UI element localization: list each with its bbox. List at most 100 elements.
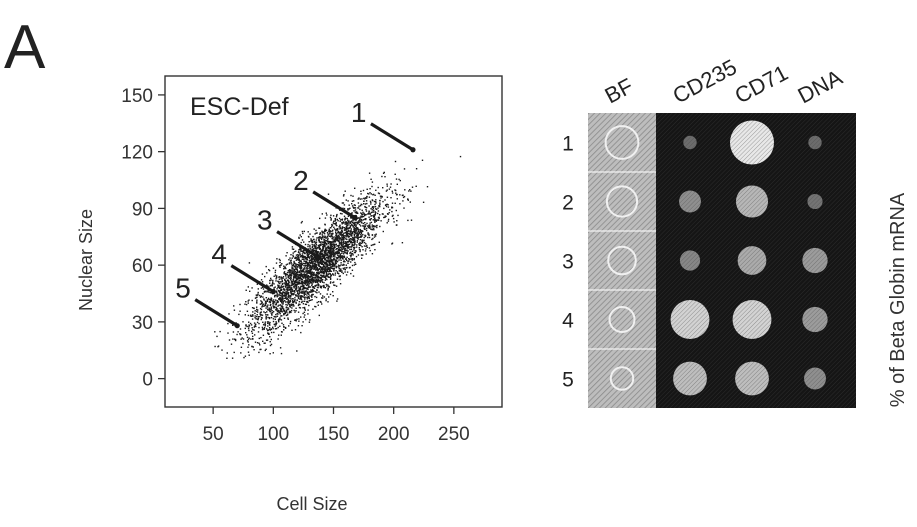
scatter-point bbox=[336, 257, 339, 260]
scatter-point bbox=[281, 263, 283, 265]
scatter-point bbox=[325, 256, 328, 259]
scatter-point bbox=[312, 235, 314, 238]
scatter-point bbox=[334, 263, 336, 266]
scatter-point bbox=[287, 296, 289, 298]
scatter-point bbox=[337, 234, 339, 237]
scatter-point bbox=[256, 308, 258, 311]
scatter-point bbox=[323, 272, 326, 274]
scatter-point bbox=[279, 294, 281, 297]
scatter-point bbox=[328, 267, 330, 269]
scatter-point bbox=[342, 240, 345, 243]
scatter-point bbox=[297, 275, 299, 277]
scatter-point bbox=[284, 267, 286, 269]
scatter-point bbox=[292, 276, 295, 278]
scatter-point bbox=[340, 255, 342, 257]
scatter-point bbox=[376, 224, 378, 227]
scatter-point bbox=[291, 272, 293, 274]
scatter-point bbox=[337, 252, 339, 255]
scatter-point bbox=[373, 220, 376, 222]
scatter-point bbox=[295, 277, 298, 280]
scatter-point bbox=[355, 250, 357, 252]
scatter-point bbox=[343, 238, 345, 240]
scatter-point bbox=[316, 276, 319, 278]
scatter-point bbox=[300, 316, 302, 318]
scatter-point bbox=[320, 277, 322, 280]
scatter-point bbox=[294, 329, 297, 331]
scatter-point bbox=[331, 264, 334, 266]
scatter-point bbox=[264, 349, 266, 352]
scatter-point bbox=[317, 280, 319, 282]
scatter-point bbox=[307, 296, 310, 298]
scatter-point bbox=[278, 321, 280, 323]
scatter-point bbox=[328, 271, 330, 273]
scatter-point bbox=[316, 251, 319, 253]
scatter-point bbox=[325, 253, 327, 255]
scatter-point bbox=[351, 242, 354, 244]
scatter-point bbox=[315, 279, 317, 281]
scatter-point bbox=[339, 212, 342, 215]
scatter-point bbox=[285, 309, 287, 311]
grid-cell-cd71 bbox=[735, 361, 769, 396]
scatter-point bbox=[326, 214, 328, 216]
scatter-point bbox=[285, 314, 288, 317]
scatter-point bbox=[282, 285, 285, 288]
grid-cell-dna bbox=[807, 193, 823, 210]
scatter-point bbox=[332, 291, 334, 293]
scatter-point bbox=[303, 260, 305, 262]
scatter-point bbox=[302, 258, 304, 260]
scatter-point bbox=[269, 344, 272, 347]
scatter-point bbox=[309, 280, 311, 282]
scatter-point bbox=[291, 287, 293, 289]
scatter-point bbox=[347, 245, 349, 247]
scatter-point bbox=[329, 278, 332, 280]
scatter-point bbox=[329, 216, 332, 219]
scatter-point bbox=[268, 317, 271, 320]
scatter-point bbox=[297, 293, 300, 295]
scatter-point bbox=[284, 311, 287, 313]
scatter-point bbox=[315, 275, 317, 277]
scatter-point bbox=[297, 325, 300, 327]
scatter-point bbox=[341, 229, 343, 232]
scatter-point bbox=[315, 273, 317, 275]
scatter-point bbox=[344, 248, 347, 250]
scatter-point bbox=[361, 257, 363, 259]
scatter-point bbox=[300, 285, 302, 288]
scatter-point bbox=[279, 347, 282, 349]
scatter-point bbox=[321, 252, 323, 254]
scatter-point bbox=[308, 265, 310, 267]
scatter-point bbox=[350, 194, 352, 197]
scatter-point bbox=[346, 217, 348, 220]
scatter-point bbox=[279, 325, 281, 327]
scatter-point bbox=[281, 331, 283, 333]
scatter-point bbox=[341, 202, 344, 204]
scatter-point bbox=[334, 258, 336, 261]
scatter-point bbox=[374, 211, 376, 213]
scatter-point bbox=[347, 222, 350, 224]
scatter-point bbox=[314, 233, 316, 235]
scatter-point bbox=[402, 200, 404, 202]
scatter-point bbox=[274, 318, 276, 320]
scatter-point bbox=[318, 227, 320, 229]
scatter-point bbox=[365, 253, 367, 255]
scatter-point bbox=[395, 209, 397, 212]
scatter-point bbox=[305, 279, 307, 281]
scatter-point bbox=[329, 269, 331, 272]
scatter-point bbox=[245, 301, 247, 303]
scatter-point bbox=[326, 261, 328, 263]
scatter-point bbox=[256, 321, 259, 324]
scatter-point bbox=[302, 296, 305, 298]
scatter-point bbox=[300, 236, 302, 238]
scatter-point bbox=[307, 281, 310, 283]
scatter-point bbox=[351, 233, 354, 235]
scatter-point bbox=[370, 244, 373, 247]
scatter-point bbox=[360, 232, 362, 235]
scatter-point bbox=[342, 256, 344, 258]
scatter-point bbox=[257, 293, 259, 295]
scatter-point bbox=[308, 304, 310, 307]
scatter-point bbox=[314, 266, 317, 269]
scatter-point bbox=[359, 198, 361, 200]
scatter-point bbox=[338, 226, 340, 228]
scatter-point bbox=[282, 295, 285, 297]
scatter-point bbox=[311, 290, 313, 292]
scatter-point bbox=[248, 337, 250, 339]
